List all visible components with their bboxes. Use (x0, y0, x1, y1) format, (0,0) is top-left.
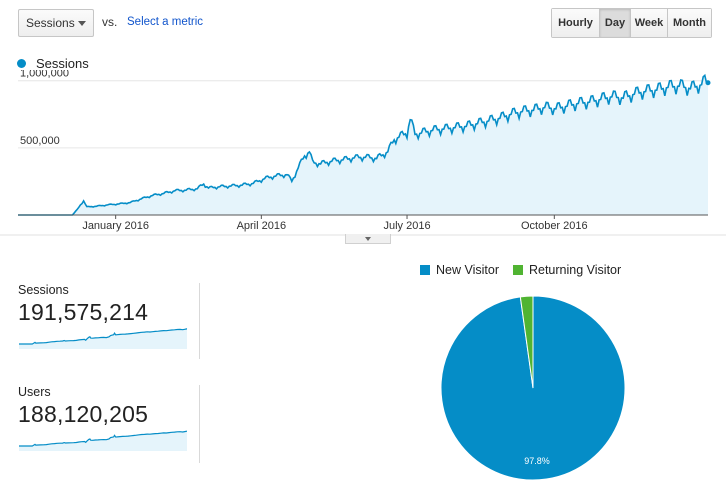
sessions-endpoint[interactable] (705, 80, 711, 86)
x-tick-label: January 2016 (82, 220, 149, 232)
y-tick-label: 1,000,000 (20, 70, 69, 80)
hourly-button[interactable]: Hourly (552, 9, 600, 37)
legend-label: New Visitor (436, 263, 499, 277)
month-button[interactable]: Month (668, 9, 711, 37)
chart-legend: Sessions (17, 56, 89, 71)
granularity-toggle: Hourly Day Week Month (551, 8, 712, 38)
chevron-down-icon (365, 237, 371, 241)
legend-label-sessions: Sessions (36, 56, 89, 71)
divider (199, 385, 200, 463)
metric-select-value: Sessions (26, 16, 75, 30)
collapse-chart-button[interactable] (345, 234, 391, 244)
scorecard-value: 191,575,214 (18, 299, 149, 325)
legend-swatch (512, 265, 523, 275)
legend-swatch (420, 265, 430, 275)
x-tick-label: October 2016 (521, 220, 588, 232)
x-tick-label: April 2016 (237, 220, 287, 232)
day-button[interactable]: Day (600, 9, 631, 37)
scorecard-users: Users 188,120,205 (18, 385, 200, 463)
pie-slice-label: 97.8% (524, 456, 550, 466)
sessions-area (18, 75, 708, 216)
pie-legend: New Visitor Returning Visitor (420, 263, 635, 277)
scorecard-sessions: Sessions 191,575,214 (18, 283, 200, 359)
y-tick-label: 500,000 (20, 135, 60, 147)
sparkline-area (19, 328, 187, 349)
week-button[interactable]: Week (631, 9, 668, 37)
legend-label: Returning Visitor (528, 263, 622, 277)
sparkline-users (19, 430, 188, 451)
scorecard-label: Users (18, 385, 51, 399)
legend-item-returning-visitor[interactable]: Returning Visitor (512, 263, 622, 277)
sparkline-area (19, 431, 187, 451)
metric-select[interactable]: Sessions (18, 9, 94, 37)
sparkline-line (19, 430, 188, 447)
divider (199, 283, 200, 359)
sessions-line-chart: 1,000,000 500,000 January 2016 April 2016 Ju… (0, 70, 726, 236)
scorecard-label: Sessions (18, 283, 69, 297)
vs-label: vs. (102, 15, 118, 29)
select-metric-link[interactable]: Select a metric (127, 16, 204, 28)
pie-slice-returning-visitor[interactable] (519, 295, 534, 389)
legend-dot-icon (17, 59, 26, 68)
visitor-type-pie-chart: 97.8% (440, 295, 626, 481)
sessions-line[interactable] (18, 73, 709, 216)
chevron-down-icon (78, 21, 86, 26)
scorecard-value: 188,120,205 (18, 401, 149, 427)
legend-item-new-visitor[interactable]: New Visitor (420, 263, 499, 277)
sparkline-sessions (19, 328, 188, 349)
x-tick-label: July 2016 (383, 220, 430, 232)
sparkline-line (19, 328, 188, 345)
